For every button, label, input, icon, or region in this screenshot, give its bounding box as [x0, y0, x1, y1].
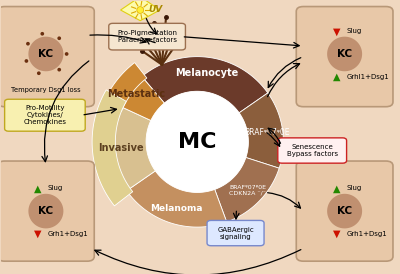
Text: Melanoma: Melanoma	[150, 204, 203, 213]
Text: Grhl1+Dsg1: Grhl1+Dsg1	[346, 74, 389, 80]
Text: Metastatic: Metastatic	[107, 89, 165, 99]
Polygon shape	[239, 93, 283, 168]
FancyBboxPatch shape	[5, 99, 85, 131]
FancyBboxPatch shape	[296, 161, 393, 261]
Text: Pro-Pigmentation
Paracrine factors: Pro-Pigmentation Paracrine factors	[117, 30, 177, 43]
Text: Melanocyte: Melanocyte	[175, 68, 238, 78]
Text: ▲: ▲	[34, 184, 42, 193]
Text: ▼: ▼	[34, 229, 42, 239]
Polygon shape	[215, 158, 279, 222]
Text: ▼: ▼	[333, 229, 341, 239]
Polygon shape	[120, 0, 160, 21]
Text: Slug: Slug	[48, 185, 63, 192]
Text: ▲: ▲	[333, 184, 341, 193]
Polygon shape	[137, 7, 144, 13]
Polygon shape	[111, 106, 155, 191]
Text: Grh1+Dsg1: Grh1+Dsg1	[346, 231, 387, 237]
Text: KC: KC	[337, 206, 352, 216]
Text: ▼: ▼	[333, 26, 341, 36]
Polygon shape	[119, 76, 164, 121]
Text: Pro-Motility
Cytokines/
Chemokines: Pro-Motility Cytokines/ Chemokines	[24, 105, 66, 125]
Text: KC: KC	[38, 206, 54, 216]
FancyBboxPatch shape	[207, 220, 264, 246]
Polygon shape	[127, 171, 227, 227]
FancyBboxPatch shape	[0, 7, 94, 107]
Polygon shape	[24, 59, 28, 63]
FancyBboxPatch shape	[278, 138, 346, 163]
Text: Grh1+Dsg1: Grh1+Dsg1	[48, 231, 89, 237]
Polygon shape	[103, 62, 147, 112]
Polygon shape	[65, 52, 68, 56]
Polygon shape	[37, 71, 41, 75]
Polygon shape	[26, 42, 30, 45]
Text: KC: KC	[38, 49, 54, 59]
Text: GABAergic
signaling: GABAergic signaling	[217, 227, 254, 239]
Text: BRAFᵠ07ᵠ0E: BRAFᵠ07ᵠ0E	[244, 128, 289, 137]
Text: Senescence
Bypass factors: Senescence Bypass factors	[287, 144, 338, 157]
Polygon shape	[28, 194, 63, 229]
Polygon shape	[40, 32, 44, 36]
Text: Slug: Slug	[346, 28, 362, 34]
Text: MC: MC	[178, 132, 216, 152]
Text: Temporary Dsg1 loss: Temporary Dsg1 loss	[11, 87, 81, 93]
Polygon shape	[92, 90, 133, 206]
FancyBboxPatch shape	[109, 23, 186, 50]
Text: Invasive: Invasive	[98, 144, 144, 153]
Text: KC: KC	[337, 49, 352, 59]
Polygon shape	[146, 91, 248, 192]
Polygon shape	[327, 37, 362, 71]
Polygon shape	[327, 194, 362, 229]
Polygon shape	[57, 68, 61, 72]
Polygon shape	[28, 37, 63, 71]
Text: BRAFᵠ07ᵠ0E
CDKN2A ⁻/⁻: BRAFᵠ07ᵠ0E CDKN2A ⁻/⁻	[229, 185, 266, 195]
FancyBboxPatch shape	[0, 161, 94, 261]
Text: UV: UV	[148, 5, 162, 14]
FancyBboxPatch shape	[296, 7, 393, 107]
Text: ▲: ▲	[333, 72, 341, 82]
Text: Slug: Slug	[346, 185, 362, 192]
Polygon shape	[57, 36, 61, 40]
Polygon shape	[142, 57, 268, 113]
